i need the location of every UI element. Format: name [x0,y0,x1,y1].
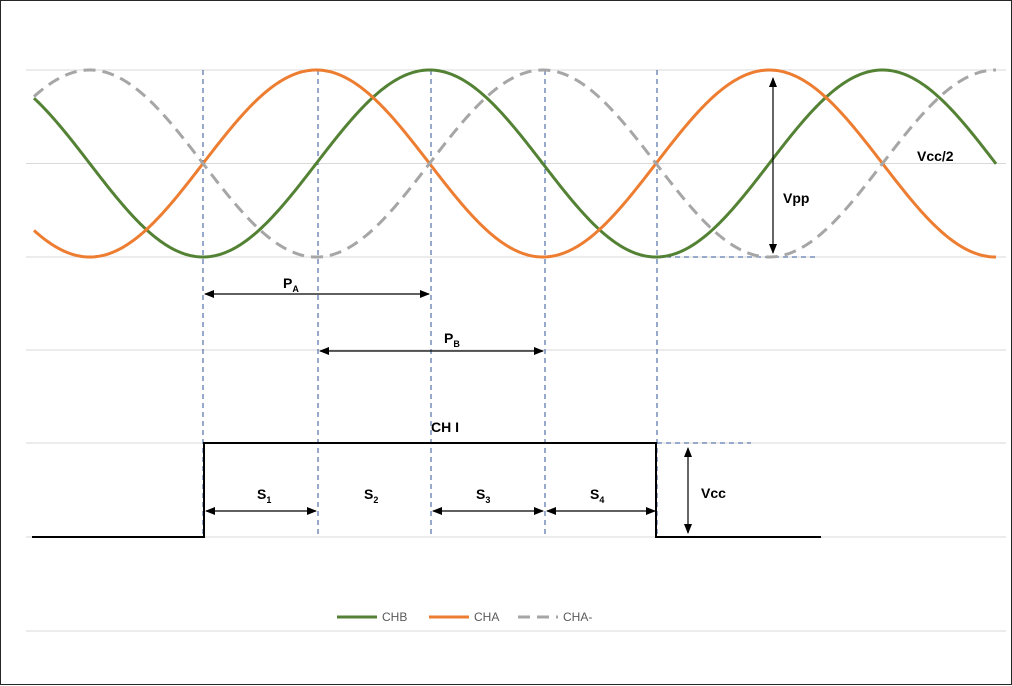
series-cha-line [32,68,997,259]
ch-i-square-wave [32,442,821,538]
s1-label: S1 [257,486,271,505]
dimension-arrows [204,77,777,534]
annotation-labels: PA PB CH I Vpp Vcc/2 Vcc S1 S2 S3 S4 [257,148,954,505]
pa-label: PA [283,275,299,294]
legend-label-1: CHB [382,610,407,624]
vpp-label: Vpp [783,190,809,206]
s4-label: S4 [590,486,604,505]
pb-label: PB [444,330,460,349]
waveform-series [32,68,998,259]
series-cha-minus-line [32,68,997,259]
legend-label-3: CHA- [563,610,592,624]
ch-i-signal-line [32,442,821,538]
legend: CHB CHA CHA- [337,610,592,624]
s2-label: S2 [364,486,378,505]
ch-i-label: CH I [431,419,459,435]
vcc-half-label: Vcc/2 [917,148,954,164]
s3-label: S3 [476,486,490,505]
vcc-label: Vcc [701,485,726,501]
phase-guide-lines [202,70,817,537]
legend-label-2: CHA [474,610,499,624]
series-chb-line [32,68,998,259]
